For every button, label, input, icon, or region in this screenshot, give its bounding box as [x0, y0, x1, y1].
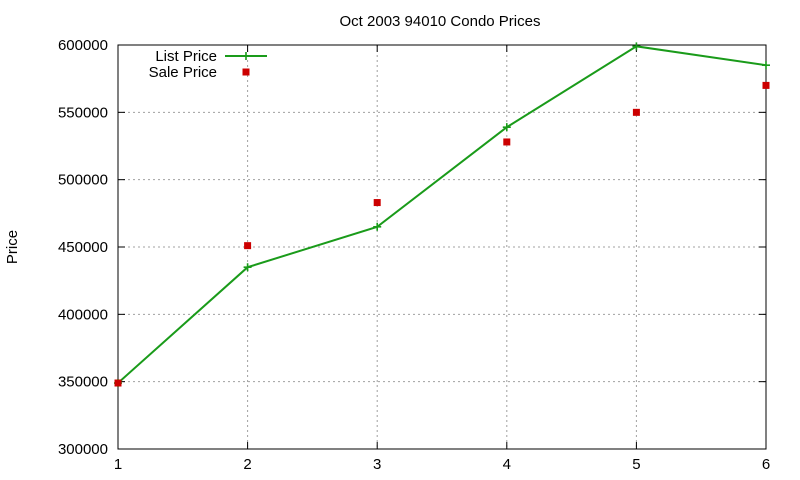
grid-lines: [118, 45, 766, 449]
data-point: [632, 42, 641, 51]
x-tick-label: 5: [632, 456, 640, 473]
x-tick-label: 1: [114, 456, 122, 473]
data-point: [503, 138, 511, 146]
series-sale-price: [114, 81, 770, 387]
data-point: [632, 108, 640, 116]
y-tick-label: 600000: [58, 37, 108, 54]
y-tick-label: 350000: [58, 374, 108, 391]
x-tick-label: 6: [762, 456, 770, 473]
series-list-price: [114, 42, 770, 388]
axis-ticks: 300000 350000 400000 450000 500000 550000 6000…: [58, 37, 770, 473]
legend-label: Sale Price: [149, 64, 217, 81]
data-point: [373, 199, 381, 207]
data-point: [114, 379, 122, 387]
y-tick-label: 500000: [58, 172, 108, 189]
y-tick-label: 400000: [58, 306, 108, 323]
y-tick-label: 550000: [58, 104, 108, 121]
plot-frame: [117, 44, 767, 450]
legend-label: List Price: [155, 48, 217, 65]
data-point: [244, 242, 252, 250]
data-point: [373, 222, 382, 231]
x-tick-label: 2: [243, 456, 251, 473]
data-point: [762, 61, 770, 70]
x-tick-label: 4: [503, 456, 511, 473]
x-tick-label: 3: [373, 456, 381, 473]
chart-title: Oct 2003 94010 Condo Prices: [340, 13, 541, 30]
data-point: [243, 263, 252, 272]
series-layer: [114, 42, 770, 388]
y-axis-label: Price: [4, 230, 21, 264]
legend-marker: [242, 52, 250, 60]
y-tick-label: 450000: [58, 239, 108, 256]
series-line: [117, 45, 767, 384]
data-point: [502, 123, 511, 132]
data-point: [762, 81, 770, 89]
legend-marker: [242, 68, 250, 76]
y-tick-label: 300000: [58, 441, 108, 458]
